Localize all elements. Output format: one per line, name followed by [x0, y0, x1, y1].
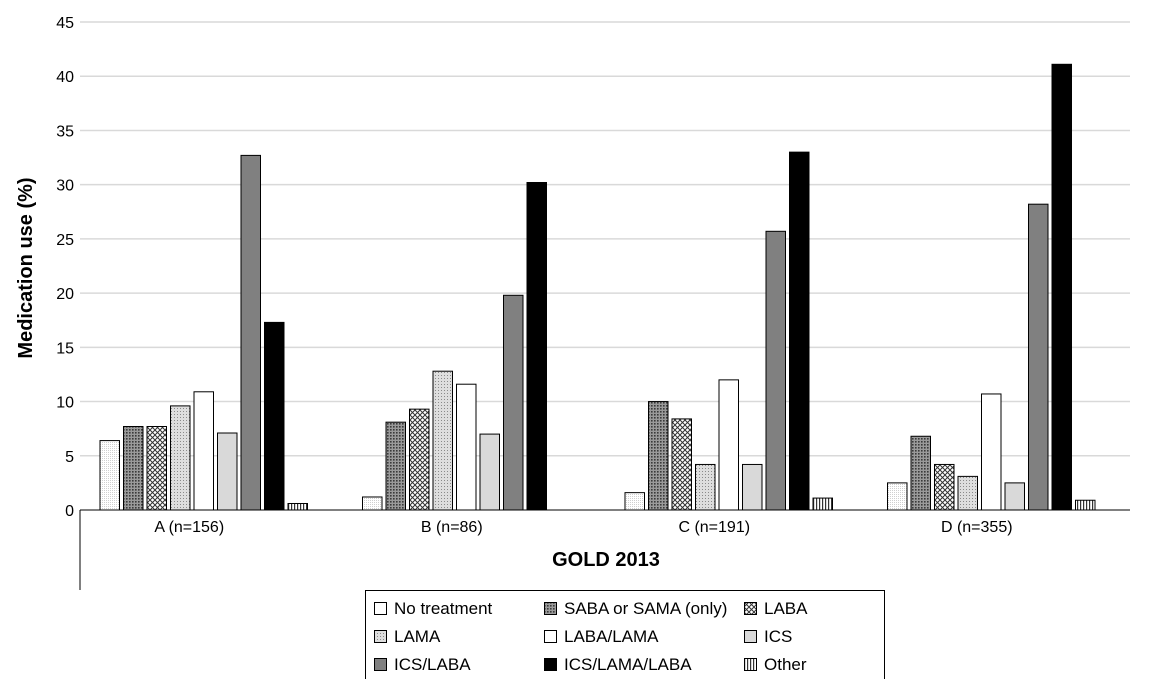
legend-swatch — [544, 630, 557, 643]
bar — [432, 370, 453, 511]
y-tick-label: 20 — [56, 286, 74, 303]
bar — [479, 433, 500, 511]
bar — [887, 482, 908, 511]
gridlines — [80, 21, 1130, 457]
bar — [385, 421, 406, 511]
bar — [170, 405, 191, 511]
bar — [217, 432, 238, 511]
bar — [934, 463, 955, 511]
x-axis-ticks: A (n=156) B (n=86) C (n=191) D (n=355) — [154, 519, 1012, 536]
legend-label: LAMA — [394, 626, 441, 646]
bar — [789, 151, 810, 511]
legend-label: SABA or SAMA (only) — [564, 598, 728, 618]
legend-swatch — [744, 658, 757, 671]
legend-swatch — [544, 602, 557, 615]
legend-label: LABA — [764, 598, 808, 618]
legend-label: ICS/LAMA/LABA — [564, 654, 692, 674]
bar — [123, 425, 144, 511]
y-tick-label: 15 — [56, 340, 74, 357]
bar — [456, 383, 477, 511]
legend-swatch — [374, 658, 387, 671]
bars — [99, 63, 1096, 511]
legend-swatch — [744, 602, 757, 615]
legend-swatch — [374, 602, 387, 615]
y-tick-label: 40 — [56, 69, 74, 86]
x-axis-label: GOLD 2013 — [552, 549, 660, 571]
legend-item: Other — [744, 651, 874, 678]
legend-label: LABA/LAMA — [564, 626, 659, 646]
bar — [812, 497, 833, 511]
bar — [765, 230, 786, 511]
y-tick-label: 0 — [65, 503, 74, 520]
bar — [362, 496, 383, 511]
legend-swatch — [374, 630, 387, 643]
y-tick-label: 30 — [56, 178, 74, 195]
bar-chart: 0 5 10 15 20 25 30 35 40 45 A (n=156) B (n=86) C (n… — [15, 15, 1130, 590]
bar — [1028, 203, 1049, 511]
legend-label: No treatment — [394, 598, 493, 618]
bar — [99, 440, 120, 511]
legend-item: ICS/LAMA/LABA — [544, 651, 744, 678]
legend-item: ICS — [744, 623, 874, 650]
bar — [718, 379, 739, 511]
legend-item: LABA/LAMA — [544, 623, 744, 650]
y-tick-label: 25 — [56, 232, 74, 249]
bar — [910, 435, 931, 511]
y-tick-label: 45 — [56, 15, 74, 32]
legend-item: No treatment — [374, 595, 544, 622]
y-tick-label: 35 — [56, 123, 74, 140]
y-axis-label: Medication use (%) — [15, 177, 37, 358]
x-tick-label: D (n=355) — [941, 519, 1013, 536]
bar — [695, 463, 716, 511]
bar — [240, 154, 261, 511]
bar — [671, 418, 692, 511]
y-axis-ticks: 0 5 10 15 20 25 30 35 40 45 — [56, 15, 74, 520]
legend-label: Other — [764, 654, 807, 674]
bar — [624, 492, 645, 511]
legend-label: ICS — [764, 626, 793, 646]
legend-item: LAMA — [374, 623, 544, 650]
bar — [742, 463, 763, 511]
legend-swatch — [544, 658, 557, 671]
bar — [648, 401, 669, 511]
bar — [1051, 63, 1072, 511]
y-tick-label: 5 — [65, 449, 74, 466]
bar — [1004, 482, 1025, 511]
bar — [1075, 499, 1096, 511]
bar — [957, 475, 978, 511]
x-tick-label: B (n=86) — [421, 519, 483, 536]
x-tick-label: A (n=156) — [154, 519, 224, 536]
legend-label: ICS/LABA — [394, 654, 471, 674]
bar — [981, 393, 1002, 511]
bar — [193, 391, 214, 511]
y-tick-label: 10 — [56, 395, 74, 412]
bar — [287, 502, 308, 511]
bar — [264, 321, 285, 511]
bar — [503, 294, 524, 511]
legend-item: LABA — [744, 595, 874, 622]
bar — [526, 181, 547, 511]
bar — [409, 408, 430, 511]
x-tick-label: C (n=191) — [678, 519, 750, 536]
bar — [146, 425, 167, 511]
legend-item: SABA or SAMA (only) — [544, 595, 744, 622]
legend: No treatment SABA or SAMA (only) LABA LAMA L… — [365, 590, 885, 679]
legend-item: ICS/LABA — [374, 651, 544, 678]
legend-swatch — [744, 630, 757, 643]
